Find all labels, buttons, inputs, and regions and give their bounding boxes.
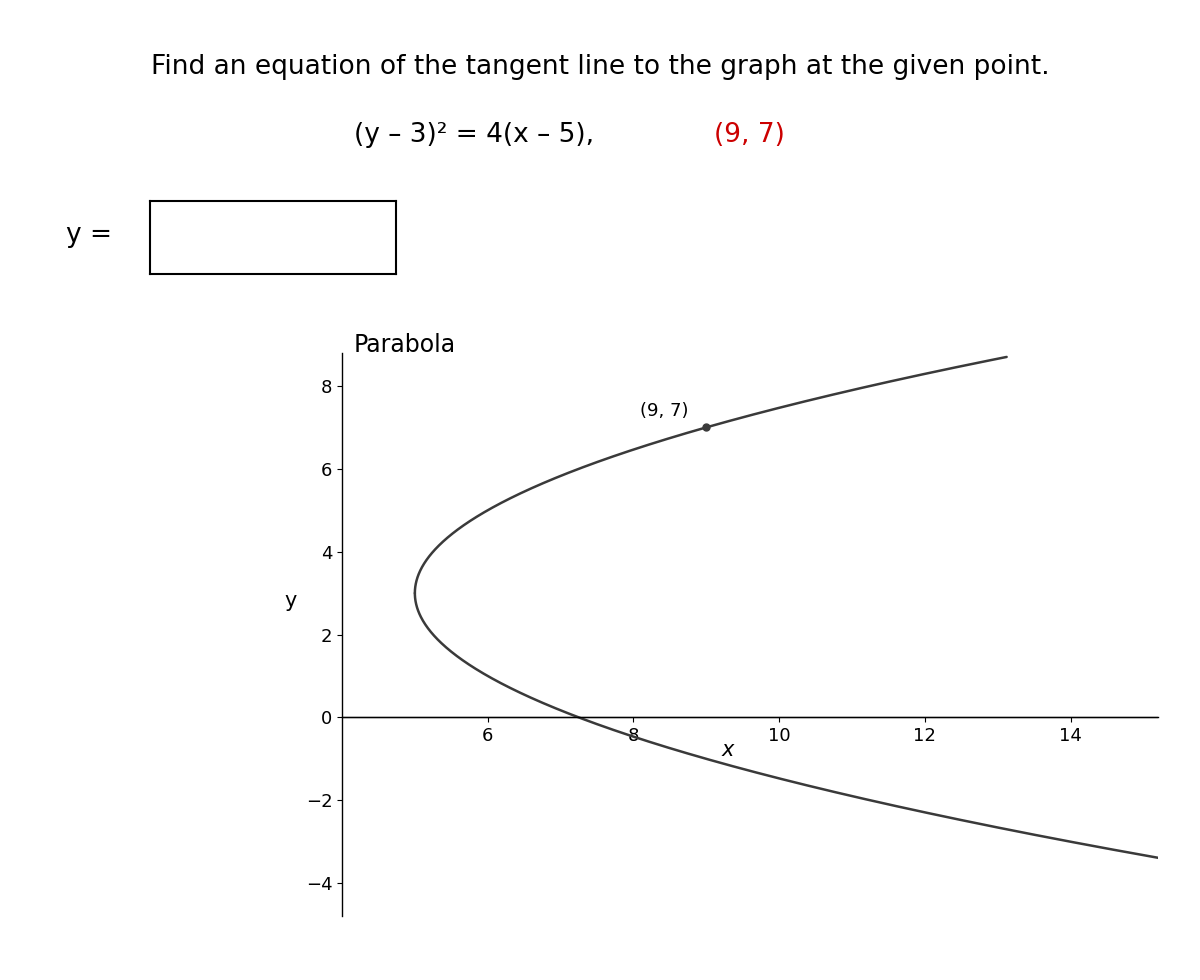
Text: y =: y =: [66, 222, 112, 248]
Text: (y – 3)² = 4(x – 5),: (y – 3)² = 4(x – 5),: [354, 122, 594, 149]
Text: Parabola: Parabola: [354, 333, 456, 357]
Text: x: x: [722, 740, 734, 760]
Text: Find an equation of the tangent line to the graph at the given point.: Find an equation of the tangent line to …: [151, 54, 1049, 80]
Text: (9, 7): (9, 7): [640, 402, 688, 419]
Text: (9, 7): (9, 7): [714, 122, 785, 149]
Text: y: y: [284, 591, 298, 611]
